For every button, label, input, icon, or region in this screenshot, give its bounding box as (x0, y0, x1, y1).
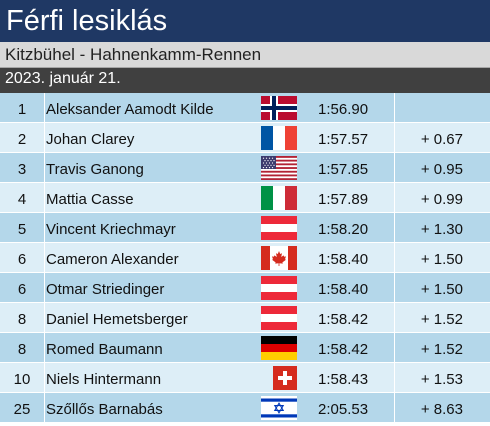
subtitle-bar: Kitzbühel - Hahnenkamm-Rennen (0, 42, 490, 68)
column-divider (394, 93, 395, 122)
gap-cell: + 1.50 (420, 251, 463, 268)
page-title: Férfi lesiklás (6, 5, 168, 37)
athlete-name: Niels Hintermann (46, 371, 162, 388)
column-divider (44, 243, 45, 272)
time-cell: 1:56.90 (318, 101, 369, 118)
athlete-name: Szőllős Barnabás (46, 401, 163, 418)
table-row: 1 Aleksander Aamodt Kilde 1:56.90 (0, 93, 490, 123)
rank-cell: 10 (13, 371, 31, 388)
time-cell: 1:58.40 (318, 281, 369, 298)
time-cell: 1:57.89 (318, 191, 369, 208)
column-divider (44, 93, 45, 122)
table-row: 25 Szőllős Barnabás 2:05.53 + 8.63 (0, 393, 490, 423)
column-divider (44, 303, 45, 332)
rank-cell: 25 (13, 401, 31, 418)
gap-cell: + 0.67 (420, 131, 463, 148)
time-cell: 1:58.42 (318, 311, 369, 328)
switzerland-flag-icon (273, 366, 297, 390)
gap-cell: + 1.50 (420, 281, 463, 298)
canada-flag-icon (261, 246, 297, 270)
date-bar: 2023. január 21. (0, 68, 490, 93)
athlete-name: Aleksander Aamodt Kilde (46, 101, 214, 118)
athlete-name: Daniel Hemetsberger (46, 311, 188, 328)
austria-flag-icon (261, 306, 297, 330)
time-cell: 1:58.40 (318, 251, 369, 268)
table-row: 8 Daniel Hemetsberger 1:58.42 + 1.52 (0, 303, 490, 333)
gap-cell: + 8.63 (420, 401, 463, 418)
gap-cell: + 1.52 (420, 311, 463, 328)
rank-cell: 2 (17, 131, 27, 148)
table-row: 8 Romed Baumann 1:58.42 + 1.52 (0, 333, 490, 363)
time-cell: 1:58.20 (318, 221, 369, 238)
event-name: Kitzbühel - Hahnenkamm-Rennen (5, 45, 262, 64)
results-table: 1 Aleksander Aamodt Kilde 1:56.90 2 Johan Cl… (0, 93, 490, 423)
rank-cell: 4 (17, 191, 27, 208)
column-divider (394, 363, 395, 392)
athlete-name: Otmar Striedinger (46, 281, 165, 298)
column-divider (394, 123, 395, 152)
time-cell: 1:58.42 (318, 341, 369, 358)
column-divider (394, 393, 395, 422)
table-row: 3 Travis Ganong 1:57.85 + 0.95 (0, 153, 490, 183)
column-divider (44, 393, 45, 422)
event-date: 2023. január 21. (5, 70, 121, 87)
table-row: 6 Otmar Striedinger 1:58.40 + 1.50 (0, 273, 490, 303)
israel-flag-icon (261, 396, 297, 420)
table-row: 5 Vincent Kriechmayr 1:58.20 + 1.30 (0, 213, 490, 243)
austria-flag-icon (261, 216, 297, 240)
table-row: 4 Mattia Casse 1:57.89 + 0.99 (0, 183, 490, 213)
column-divider (394, 213, 395, 242)
column-divider (44, 363, 45, 392)
italy-flag-icon (261, 186, 297, 210)
gap-cell: + 1.30 (420, 221, 463, 238)
germany-flag-icon (261, 336, 297, 360)
table-row: 10 Niels Hintermann 1:58.43 + 1.53 (0, 363, 490, 393)
column-divider (44, 153, 45, 182)
time-cell: 2:05.53 (318, 401, 369, 418)
gap-cell (395, 93, 463, 122)
rank-cell: 1 (17, 101, 27, 118)
athlete-name: Mattia Casse (46, 191, 134, 208)
athlete-name: Romed Baumann (46, 341, 163, 358)
athlete-name: Travis Ganong (46, 161, 144, 178)
column-divider (44, 123, 45, 152)
gap-cell: + 0.95 (420, 161, 463, 178)
rank-cell: 8 (17, 311, 27, 328)
title-bar: Férfi lesiklás (0, 0, 490, 42)
column-divider (44, 213, 45, 242)
gap-cell: + 1.53 (420, 371, 463, 388)
column-divider (394, 303, 395, 332)
austria-flag-icon (261, 276, 297, 300)
time-cell: 1:58.43 (318, 371, 369, 388)
norway-flag-icon (261, 96, 297, 120)
column-divider (44, 273, 45, 302)
column-divider (44, 333, 45, 362)
time-cell: 1:57.57 (318, 131, 369, 148)
time-cell: 1:57.85 (318, 161, 369, 178)
column-divider (394, 273, 395, 302)
rank-cell: 8 (17, 341, 27, 358)
athlete-name: Johan Clarey (46, 131, 135, 148)
rank-cell: 3 (17, 161, 27, 178)
table-row: 6 Cameron Alexander 1:58.40 + 1.50 (0, 243, 490, 273)
column-divider (394, 183, 395, 212)
rank-cell: 5 (17, 221, 27, 238)
france-flag-icon (261, 126, 297, 150)
athlete-name: Cameron Alexander (46, 251, 179, 268)
athlete-name: Vincent Kriechmayr (46, 221, 176, 238)
column-divider (394, 333, 395, 362)
gap-cell: + 1.52 (420, 341, 463, 358)
table-row: 2 Johan Clarey 1:57.57 + 0.67 (0, 123, 490, 153)
column-divider (44, 183, 45, 212)
column-divider (394, 153, 395, 182)
rank-cell: 6 (17, 281, 27, 298)
gap-cell: + 0.99 (420, 191, 463, 208)
column-divider (394, 243, 395, 272)
rank-cell: 6 (17, 251, 27, 268)
usa-flag-icon (261, 156, 297, 180)
